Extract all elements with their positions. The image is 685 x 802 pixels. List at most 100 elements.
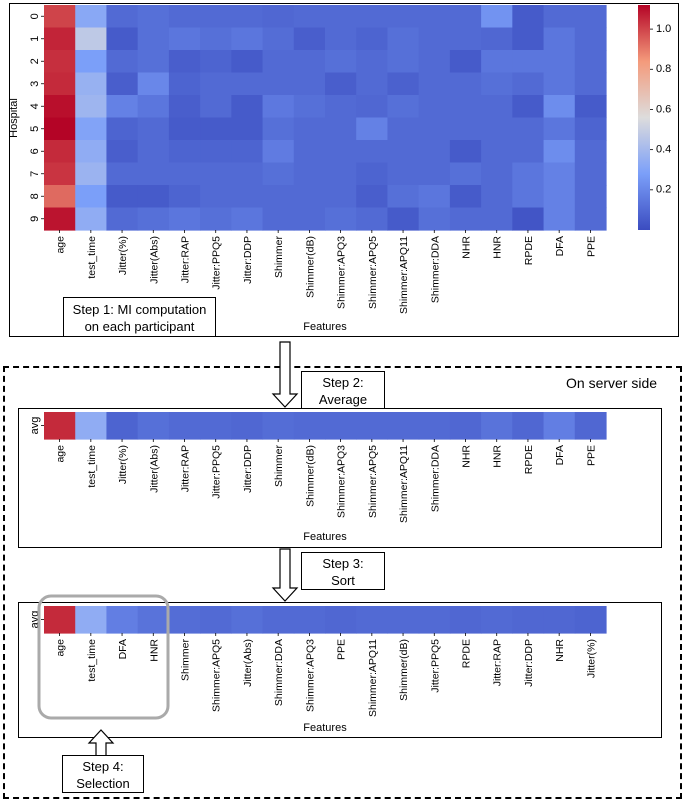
heatmap-cell	[200, 207, 232, 231]
heatmap-cell	[418, 606, 451, 634]
heatmap-cell	[231, 117, 264, 141]
heatmap-cell	[387, 162, 420, 186]
heatmap-cell	[356, 50, 389, 74]
heatmap-cell	[512, 606, 545, 634]
heatmap-cell	[231, 412, 264, 440]
heatmap-cell	[75, 27, 108, 51]
heatmap-cell	[137, 140, 170, 164]
heatmap-cell	[325, 5, 357, 29]
heatmap-cell	[449, 140, 482, 164]
heatmap-cell	[512, 162, 545, 186]
column-tick-label: Jitter:DDP	[523, 639, 535, 687]
heatmap-cell	[106, 140, 139, 164]
heatmap-cell	[543, 185, 576, 209]
heatmap-cell	[325, 95, 357, 119]
heatmap-cell	[356, 140, 389, 164]
step4-line1: Step 4:	[82, 759, 124, 774]
column-tick-label: Jitter(%)	[117, 445, 129, 484]
heatmap-cell	[137, 185, 170, 209]
column-tick-label: Shimmer:APQ5	[367, 445, 379, 518]
heatmap-cell	[293, 50, 326, 74]
arrow-step3	[271, 548, 299, 602]
column-tick-label: age	[55, 445, 67, 463]
row-tick-label: 1	[29, 36, 41, 42]
heatmap-cell	[325, 72, 357, 96]
heatmap-cell	[449, 27, 482, 51]
column-tick-label: test_time	[86, 639, 98, 682]
heatmap-cell	[293, 606, 326, 634]
heatmap-cell	[137, 162, 170, 186]
heatmap-cell	[512, 412, 545, 440]
heatmap-cell	[325, 207, 357, 231]
heatmap-cell	[356, 72, 389, 96]
heatmap-cell	[387, 412, 420, 440]
heatmap-cell	[543, 606, 576, 634]
column-tick-label: HNR	[492, 445, 504, 468]
column-tick-label: Shimmer:APQ11	[398, 445, 410, 523]
column-tick-label: Jitter(Abs)	[148, 445, 160, 493]
heatmap-cell	[481, 72, 513, 96]
heatmap-cell	[387, 606, 420, 634]
heatmap-cell	[231, 95, 264, 119]
heatmap-cell	[106, 95, 139, 119]
heatmap-cell	[200, 27, 232, 51]
heatmap-cell	[449, 117, 482, 141]
heatmap-cell	[44, 162, 76, 186]
heatmap-cell	[512, 117, 545, 141]
heatmap-cell	[75, 162, 108, 186]
heatmap-cell	[387, 207, 420, 231]
heatmap-cell	[200, 606, 232, 634]
heatmap-cell	[356, 185, 389, 209]
heatmap-cell	[168, 185, 201, 209]
heatmap-cell	[325, 27, 357, 51]
heatmap-cell	[574, 95, 607, 119]
selection-highlight	[37, 594, 170, 720]
heatmap-cell	[75, 95, 108, 119]
heatmap-cell	[231, 207, 264, 231]
column-tick-label: RPDE	[523, 236, 535, 265]
heatmap-cell	[512, 72, 545, 96]
heatmap-cell	[293, 27, 326, 51]
heatmap-cell	[481, 140, 513, 164]
step1-line2: on each participant	[84, 319, 195, 334]
column-tick-label: Jitter:RAP	[180, 236, 192, 283]
heatmap-cell	[262, 117, 295, 141]
column-tick-label: test_time	[86, 445, 98, 488]
heatmap-cell	[449, 95, 482, 119]
heatmap-cell	[44, 50, 76, 74]
column-tick-label: Shimmer(dB)	[304, 445, 316, 507]
heatmap-cell	[293, 117, 326, 141]
column-tick-label: PPE	[336, 639, 348, 660]
heatmap-cell	[387, 27, 420, 51]
arrow-step4	[87, 729, 115, 757]
heatmap-cell	[262, 606, 295, 634]
colorbar-tick-label: 0.8	[656, 63, 671, 75]
column-tick-label: RPDE	[523, 445, 535, 474]
heatmap-cell	[356, 95, 389, 119]
heatmap-cell	[481, 50, 513, 74]
colorbar: 0.2 0.4 0.6 0.8 1.0	[638, 5, 671, 230]
heatmap-cell	[262, 27, 295, 51]
column-tick-label: Jitter(%)	[585, 639, 597, 678]
column-tick-label: DFA	[554, 445, 566, 465]
column-tick-label: Shimmer:APQ3	[336, 236, 348, 309]
step2-line2: Average	[318, 392, 368, 407]
heatmap-cell	[106, 72, 139, 96]
heatmap-cell	[387, 95, 420, 119]
heatmap-cell	[106, 5, 139, 29]
heatmap-cell	[418, 140, 451, 164]
column-tick-label: RPDE	[461, 639, 473, 668]
heatmap-cell	[418, 207, 451, 231]
heatmap-cell	[106, 27, 139, 51]
heatmap-cell	[449, 50, 482, 74]
heatmap-cell	[574, 606, 607, 634]
row-tick-label: 3	[29, 81, 41, 87]
panel-sorted-heatmap	[18, 602, 662, 738]
heatmap-cell	[106, 185, 139, 209]
heatmap-cell	[293, 72, 326, 96]
arrow-step2	[271, 341, 299, 408]
heatmap-cell	[481, 117, 513, 141]
heatmap-cell	[387, 72, 420, 96]
heatmap-cell	[231, 5, 264, 29]
